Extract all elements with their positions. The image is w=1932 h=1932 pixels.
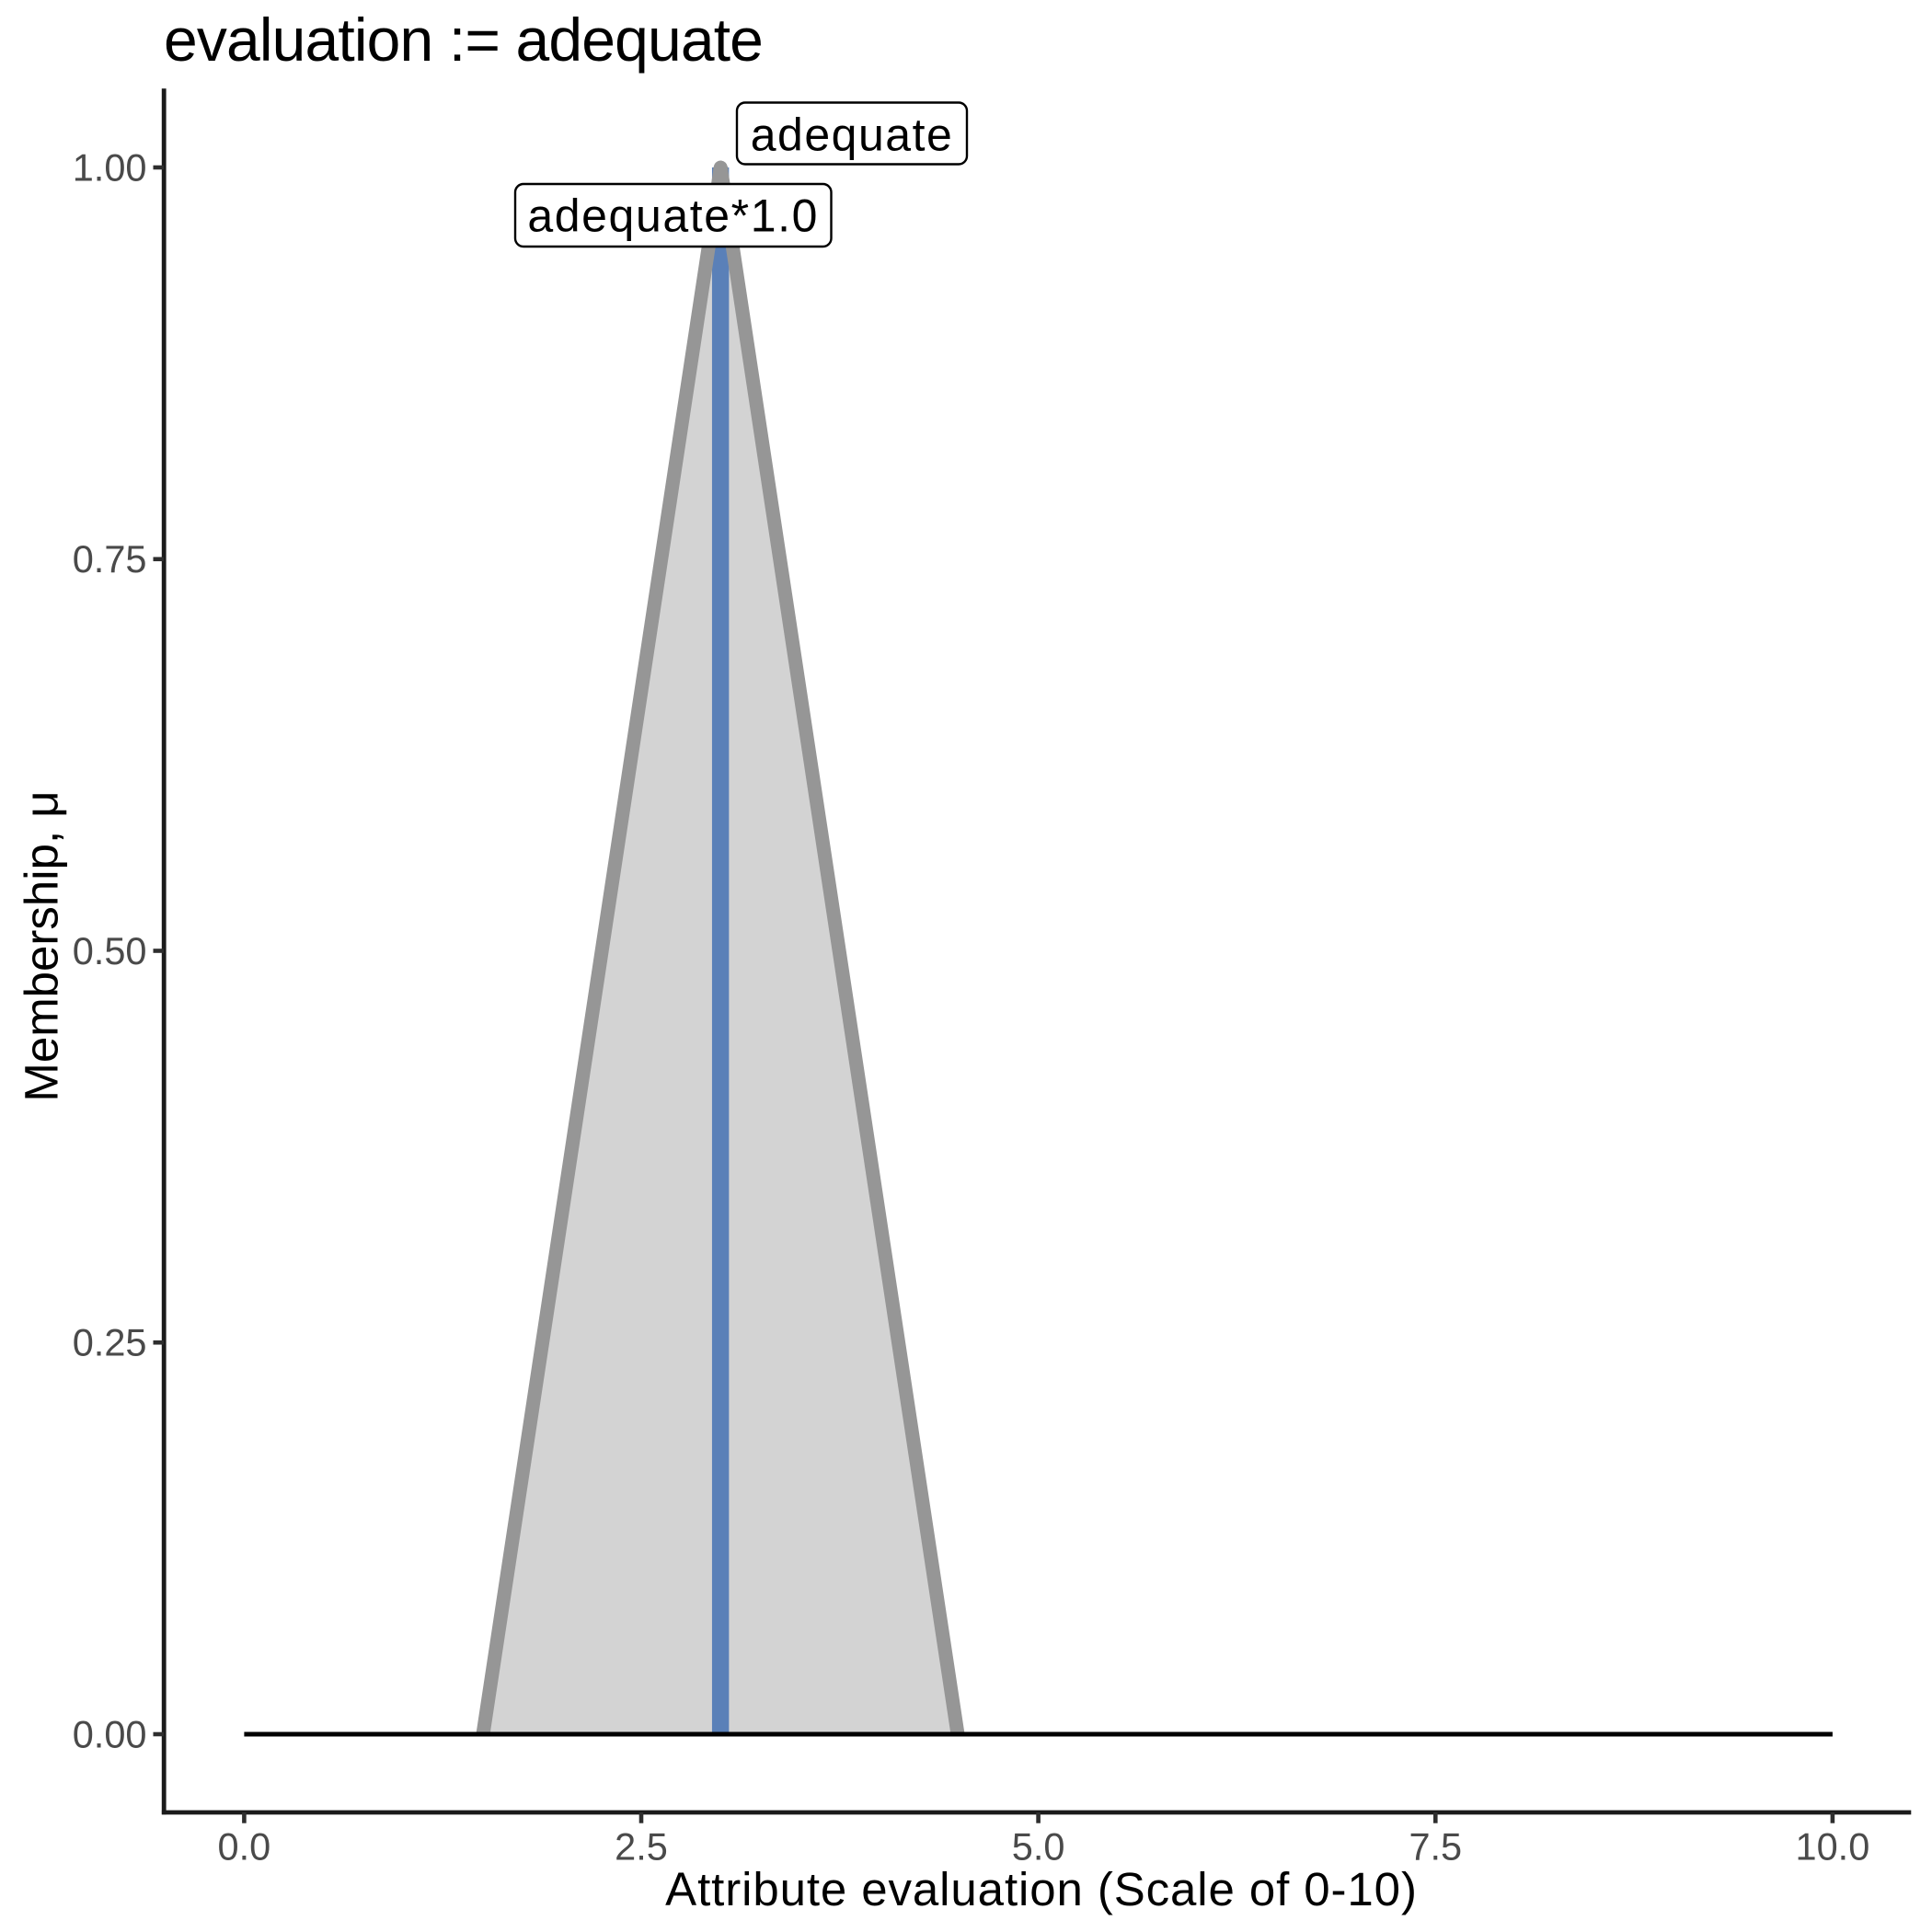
svg-text:5.0: 5.0 <box>1012 1824 1065 1868</box>
svg-text:2.5: 2.5 <box>615 1824 668 1868</box>
svg-text:evaluation := adequate: evaluation := adequate <box>164 6 763 74</box>
svg-text:0.50: 0.50 <box>73 929 147 972</box>
svg-text:0.25: 0.25 <box>73 1321 147 1364</box>
svg-text:adequate*1.0: adequate*1.0 <box>527 190 819 242</box>
svg-text:10.0: 10.0 <box>1796 1824 1870 1868</box>
svg-text:1.00: 1.00 <box>73 145 147 189</box>
svg-text:0.75: 0.75 <box>73 537 147 581</box>
svg-text:Attribute evaluation (Scale of: Attribute evaluation (Scale of 0-10) <box>665 1863 1418 1915</box>
svg-text:7.5: 7.5 <box>1409 1824 1462 1868</box>
svg-text:Membership, μ: Membership, μ <box>16 790 68 1101</box>
svg-text:0.00: 0.00 <box>73 1712 147 1755</box>
svg-text:0.0: 0.0 <box>218 1824 271 1868</box>
svg-text:adequate: adequate <box>751 109 954 161</box>
